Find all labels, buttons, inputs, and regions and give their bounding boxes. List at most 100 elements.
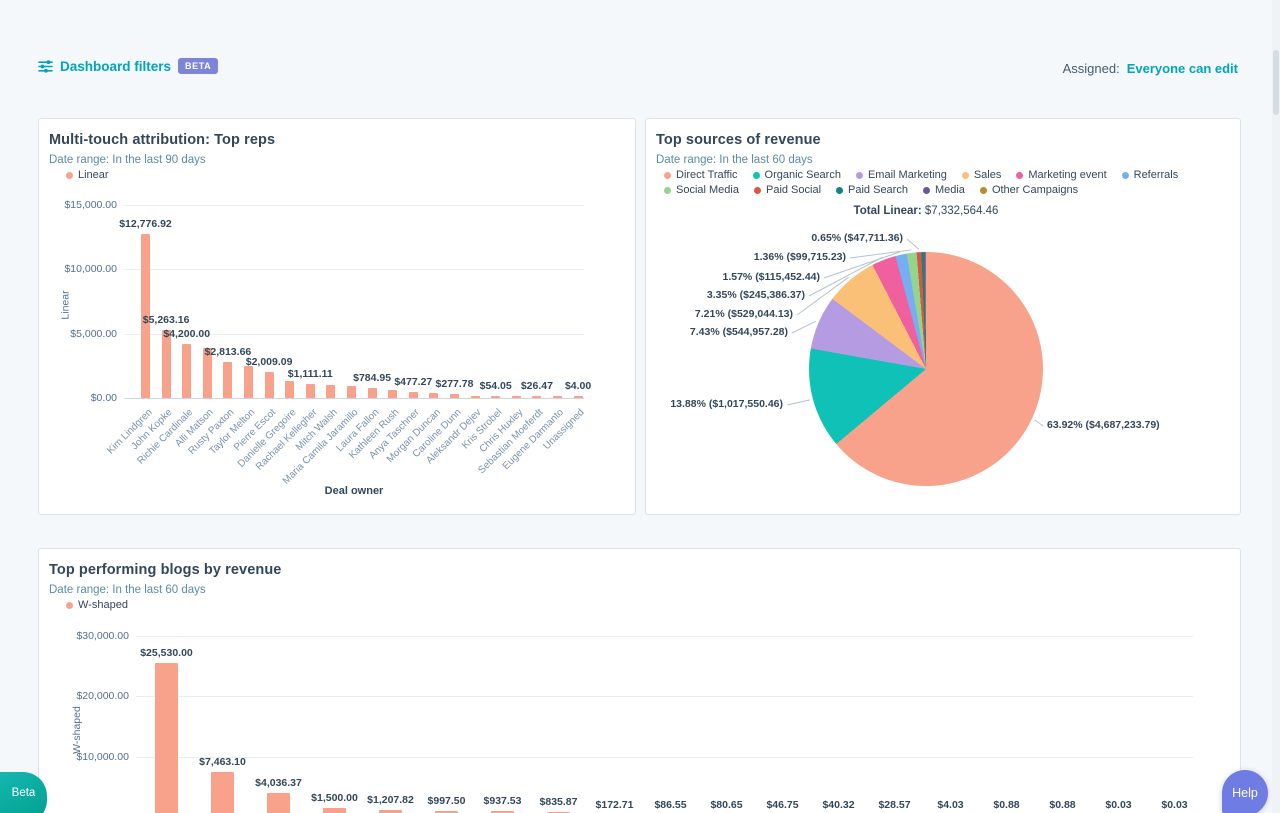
legend-item[interactable]: W-shaped — [66, 599, 128, 611]
legend-color-dot — [979, 186, 987, 194]
bar[interactable] — [429, 393, 439, 398]
bar-value-label: $40.32 — [822, 799, 855, 811]
bar-value-label: $1,500.00 — [311, 791, 358, 804]
bar[interactable] — [161, 330, 171, 398]
bar[interactable] — [267, 792, 290, 813]
bar[interactable] — [388, 390, 398, 398]
legend-label: Social Media — [676, 184, 739, 196]
bar-value-label: $4.00 — [564, 380, 592, 392]
legend-item[interactable]: Sales — [961, 169, 1001, 181]
dashboard-filters-button[interactable]: Dashboard filters BETA — [38, 58, 219, 74]
chart-date-range: Date range: In the last 90 days — [49, 154, 206, 166]
legend-item[interactable]: Paid Search — [836, 184, 908, 196]
bar[interactable] — [470, 396, 480, 398]
legend-item[interactable]: Paid Social — [753, 184, 821, 196]
pie-total-value: $7,332,564.46 — [924, 205, 999, 217]
legend-label: Organic Search — [764, 169, 841, 181]
pie-chart[interactable] — [809, 252, 1043, 486]
legend-color-dot — [664, 171, 671, 179]
y-tick-label: $0.00 — [90, 392, 117, 404]
bar[interactable] — [211, 771, 234, 813]
legend-label: Marketing event — [1028, 169, 1107, 181]
bar[interactable] — [491, 811, 514, 813]
assigned-permission-link[interactable]: Everyone can edit — [1126, 61, 1238, 76]
bar[interactable] — [367, 387, 377, 398]
legend-item[interactable]: Social Media — [664, 184, 739, 196]
bar-value-label: $277.78 — [435, 378, 474, 391]
legend-item[interactable]: Other Campaigns — [979, 184, 1078, 196]
legend-item[interactable]: Organic Search — [752, 169, 841, 181]
bar-value-label: $2,009.09 — [245, 356, 293, 369]
gridline — [124, 269, 584, 271]
legend-item[interactable]: Media — [922, 184, 965, 196]
bar-value-label: $1,111.11 — [287, 367, 333, 380]
bar[interactable] — [323, 807, 346, 813]
scrollbar-thumb[interactable] — [1273, 50, 1279, 115]
bar[interactable] — [491, 396, 501, 398]
legend-color-dot — [66, 601, 73, 609]
assigned-row: Assigned: Everyone can edit — [1063, 61, 1238, 76]
gridline — [136, 696, 1193, 697]
legend-label: Paid Search — [848, 184, 908, 196]
bar[interactable] — [573, 396, 583, 398]
bar-value-label: $172.71 — [595, 799, 634, 811]
chart-title: Top performing blogs by revenue — [49, 562, 282, 578]
y-tick-label: $10,000.00 — [64, 263, 117, 276]
bar-value-label: $1,207.82 — [367, 793, 414, 806]
bar[interactable] — [511, 396, 521, 398]
gridline — [136, 756, 1193, 758]
bar-value-label: $2,813.66 — [204, 345, 252, 358]
y-tick-label: $15,000.00 — [64, 199, 117, 211]
legend-color-dot — [66, 171, 73, 179]
legend-item[interactable]: Email Marketing — [855, 169, 947, 181]
bar[interactable] — [450, 394, 459, 398]
bar[interactable] — [408, 391, 418, 398]
pie-callout-label: 3.35% ($245,386.37) — [706, 289, 805, 301]
bar[interactable] — [155, 662, 178, 813]
bar[interactable] — [223, 361, 233, 398]
legend-label: Media — [934, 184, 965, 196]
bar[interactable] — [379, 809, 402, 813]
bar[interactable] — [264, 372, 274, 398]
help-floating-button[interactable]: Help — [1222, 770, 1268, 813]
bar-value-label: $12,776.92 — [119, 217, 172, 230]
bar[interactable] — [326, 385, 336, 398]
chart-legend-row: Linear — [66, 169, 109, 181]
bar-value-label: $0.03 — [1161, 799, 1188, 811]
legend-color-dot — [961, 171, 969, 179]
chart-title: Multi-touch attribution: Top reps — [49, 132, 276, 148]
legend-color-dot — [664, 186, 671, 194]
pie-callout-label: 0.65% ($47,711.36) — [811, 232, 903, 244]
bar[interactable] — [547, 811, 570, 813]
gridline — [124, 205, 584, 206]
pie-callout-label: 63.92% ($4,687,233.79) — [1047, 419, 1160, 431]
y-axis-title: W-shaped — [70, 706, 83, 754]
legend-item[interactable]: Direct Traffic — [664, 169, 738, 181]
bar[interactable] — [244, 366, 253, 398]
bar-value-label: $0.03 — [1105, 799, 1132, 811]
card-revenue-sources: Top sources of revenue Date range: In th… — [645, 118, 1241, 515]
bar[interactable] — [305, 383, 315, 398]
legend-color-dot — [1121, 171, 1129, 179]
bar[interactable] — [285, 380, 295, 398]
y-axis-title: Linear — [59, 290, 72, 320]
pie-callout-label: 1.36% ($99,715.23) — [753, 251, 846, 263]
legend-item[interactable]: Referrals — [1121, 169, 1178, 181]
filter-icon — [38, 59, 53, 73]
bar-value-label: $5,263.16 — [142, 314, 190, 327]
bar[interactable] — [347, 386, 356, 398]
bar[interactable] — [553, 396, 562, 398]
bar[interactable] — [141, 233, 150, 398]
bar-value-label: $86.55 — [654, 799, 687, 811]
beta-floating-button[interactable]: Beta — [0, 772, 47, 813]
bar[interactable] — [202, 347, 212, 398]
bar-value-label: $4,200.00 — [163, 327, 211, 340]
legend-item[interactable]: Marketing event — [1016, 169, 1107, 181]
bar-value-label: $28.57 — [878, 799, 911, 811]
bar[interactable] — [435, 810, 458, 813]
x-axis-title: Deal owner — [324, 485, 384, 497]
legend-item[interactable]: Linear — [66, 169, 109, 181]
pie-callout-label: 7.43% ($544,957.28) — [689, 326, 788, 338]
bar[interactable] — [182, 343, 192, 398]
bar[interactable] — [532, 396, 542, 398]
